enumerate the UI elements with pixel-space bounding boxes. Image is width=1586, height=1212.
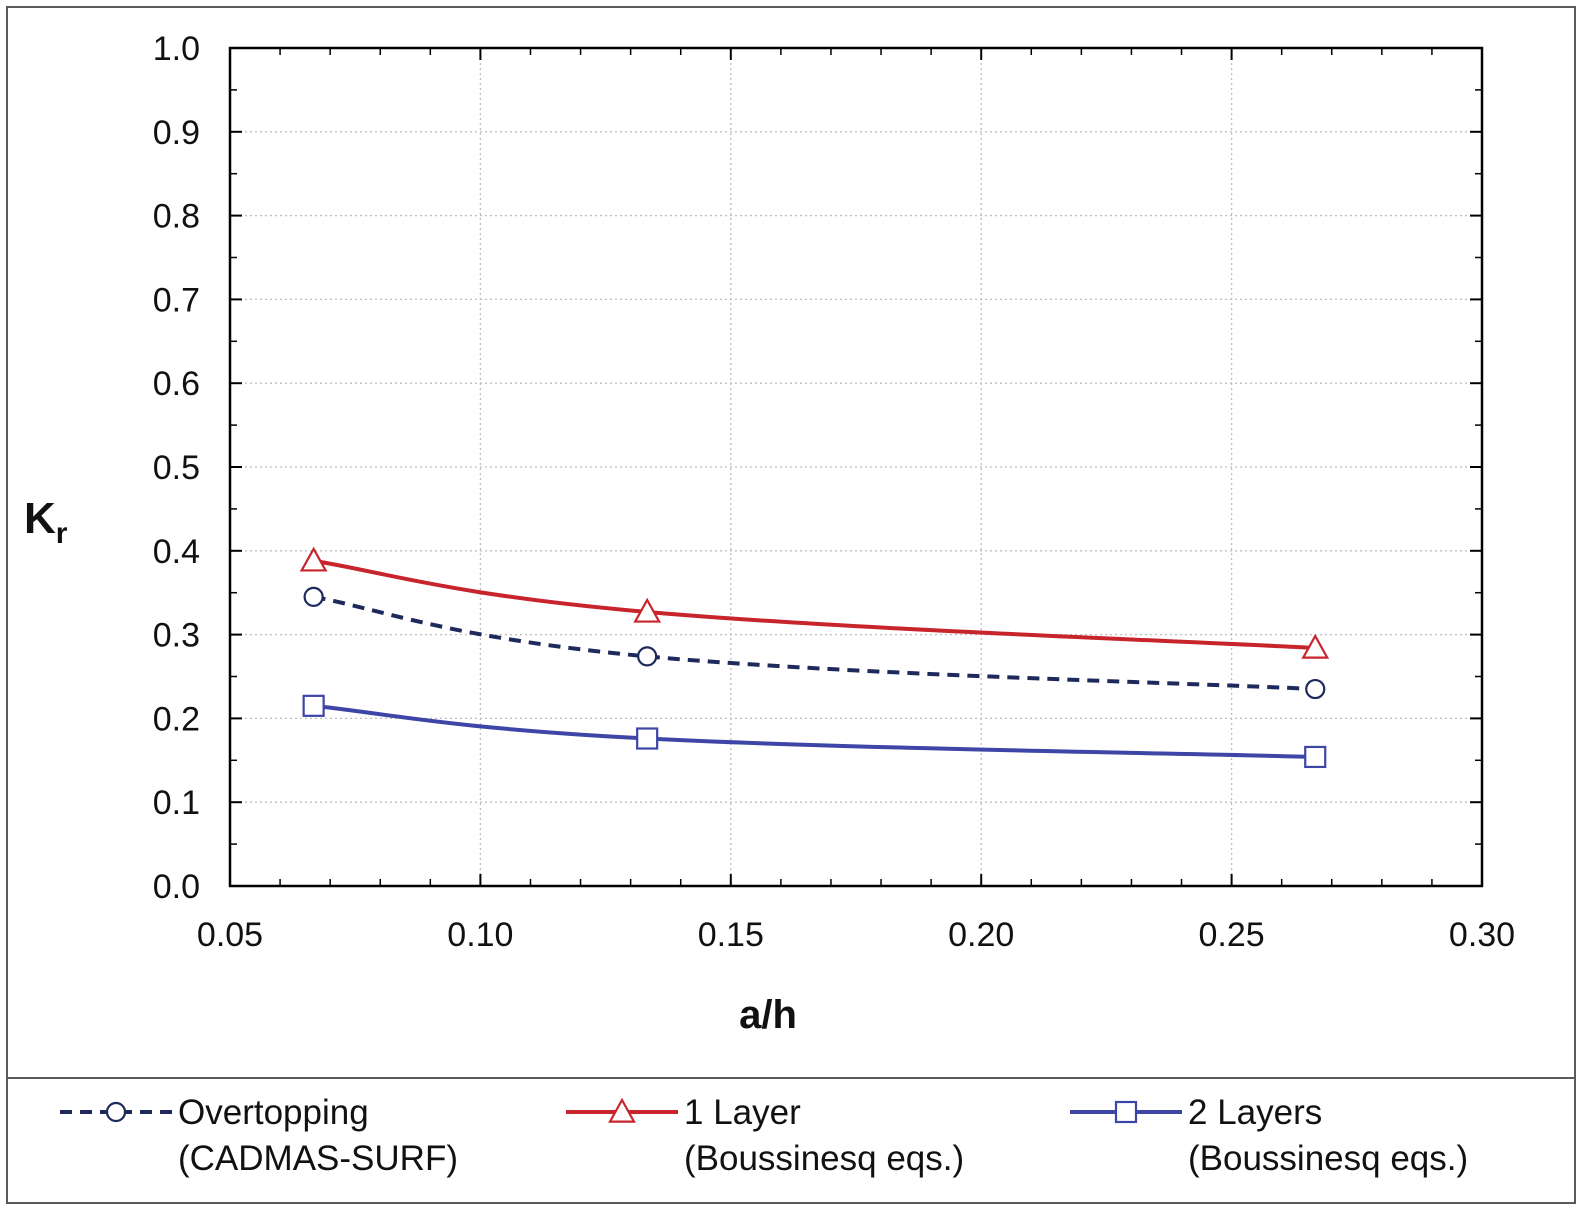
series-2 [299,546,1330,659]
y-tick-label: 0.5 [153,449,200,487]
y-tick-label: 0.0 [153,868,200,906]
data-point-square [302,694,325,717]
y-axis-title-subscript: r [56,517,68,550]
legend-marker-circle [105,1101,127,1123]
x-tick-label: 0.05 [197,916,263,954]
data-point-triangle [633,597,662,623]
y-tick-label: 0.9 [153,114,200,152]
data-point-circle [637,646,658,667]
legend-label-line2: (Boussinesq eqs.) [1188,1139,1468,1178]
x-tick-label: 0.20 [948,916,1014,954]
y-tick-label: 0.1 [153,784,200,822]
series-3 [302,694,1327,769]
x-tick-label: 0.30 [1449,916,1515,954]
data-point-square [1304,745,1327,769]
legend-item-3: 2 Layers (Boussinesq eqs.) [1070,1093,1468,1178]
axis-ticks: 0.0 0.1 0.2 0.3 0.4 0.5 0.6 0.7 0.8 0.9 1.0 0.05 0.1… [153,30,1515,954]
y-tick-label: 0.3 [153,617,200,655]
legend-marker-triangle [608,1097,636,1123]
y-tick-label: 0.2 [153,700,200,738]
y-axis-title-main: K [24,494,56,543]
legend-label-line2: (CADMAS-SURF) [178,1139,458,1178]
legend-item-1: Overtopping (CADMAS-SURF) [60,1093,458,1178]
chart-frame [6,6,1576,1204]
series-1 [303,586,1326,700]
grid [230,48,1482,886]
y-tick-label: 0.7 [153,281,200,319]
data-point-triangle [1301,633,1330,659]
data-point-circle [1305,678,1326,700]
y-tick-label: 0.8 [153,198,200,236]
y-axis-title: Kr [24,494,68,550]
x-tick-label: 0.15 [698,916,764,954]
y-tick-label: 1.0 [153,30,200,68]
data-point-triangle [299,546,328,572]
y-tick-label: 0.4 [153,533,200,571]
x-axis-title: a/h [739,993,797,1037]
legend-label: Overtopping [178,1093,369,1132]
legend: Overtopping (CADMAS-SURF) 1 Layer (Boussine… [60,1093,1468,1178]
series-group [299,546,1330,769]
series-line [313,594,1316,692]
series-line [313,703,1316,759]
x-tick-label: 0.10 [447,916,513,954]
series-line [313,558,1316,651]
legend-label-line2: (Boussinesq eqs.) [684,1139,964,1178]
legend-marker-square [1114,1100,1138,1124]
y-tick-label: 0.6 [153,365,200,403]
legend-label: 1 Layer [684,1093,801,1132]
legend-item-2: 1 Layer (Boussinesq eqs.) [566,1093,964,1178]
data-point-circle [303,586,324,607]
legend-label: 2 Layers [1188,1093,1322,1132]
x-tick-label: 0.25 [1199,916,1265,954]
data-point-square [636,727,659,750]
